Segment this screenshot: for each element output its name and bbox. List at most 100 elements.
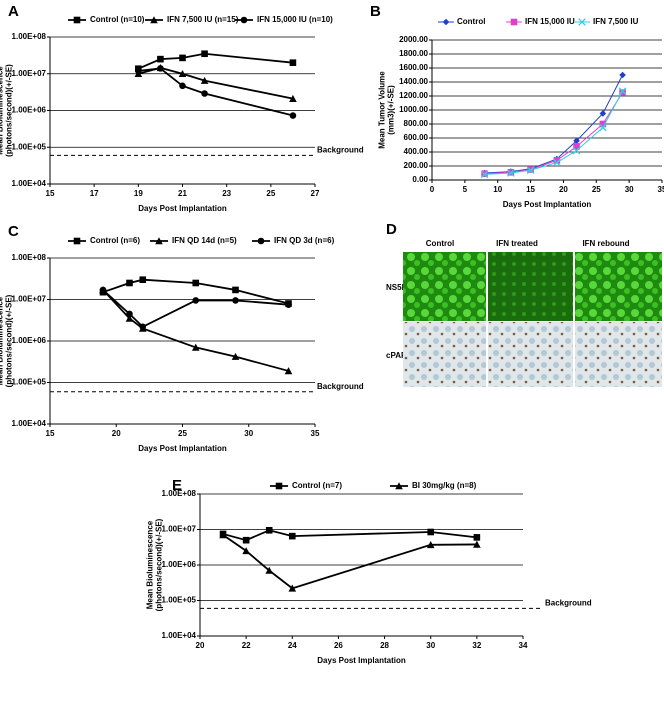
marker [573, 137, 580, 145]
x-tick-label: 35 [311, 429, 320, 438]
y-tick-label: 1.00E+05 [12, 378, 47, 387]
marker [135, 67, 142, 75]
x-tick-label: 15 [526, 185, 535, 194]
y-axis-label: (photons/second)(+/-SE) [5, 294, 14, 387]
image-panel: D Control IFN treated IFN rebound NS5B c… [386, 221, 662, 387]
series-line [102, 278, 289, 305]
x-tick-label: 30 [625, 185, 634, 194]
y-tick-label: 800.00 [404, 119, 429, 128]
marker [201, 90, 208, 97]
marker [427, 528, 435, 536]
x-tick-label: 32 [472, 641, 481, 650]
y-tick-label: 1.00E+05 [12, 142, 47, 151]
x-tick-label: 25 [266, 189, 275, 198]
marker [599, 123, 607, 132]
x-tick-label: 0 [430, 185, 435, 194]
background-label: Background [545, 598, 592, 607]
x-axis-label: Days Post Implantation [138, 204, 227, 213]
x-tick-label: 25 [178, 429, 187, 438]
y-tick-label: 1000.00 [399, 105, 428, 114]
legend-label: BI 30mg/kg (n=8) [412, 481, 477, 490]
marker [426, 541, 435, 549]
y-axis-label: Mean Tumor Volume [378, 71, 387, 149]
marker [242, 536, 250, 544]
x-tick-label: 27 [311, 189, 320, 198]
marker [192, 279, 200, 287]
marker [573, 143, 580, 150]
legend-label: IFN 7,500 IU [593, 17, 639, 26]
marker [219, 531, 227, 539]
marker [289, 59, 297, 66]
marker [157, 65, 164, 72]
y-tick-label: 1800.00 [399, 49, 428, 58]
marker [284, 367, 293, 375]
x-tick-label: 20 [112, 429, 121, 438]
legend-label: Control (n=10) [90, 15, 145, 24]
x-tick-label: 20 [196, 641, 205, 650]
x-tick-label: 19 [134, 189, 143, 198]
x-tick-label: 34 [519, 641, 528, 650]
y-tick-label: 1.00E+05 [162, 596, 197, 605]
y-tick-label: 0.00 [412, 175, 428, 184]
panel-label: D [386, 221, 397, 238]
marker [191, 343, 200, 351]
legend-marker [257, 237, 265, 245]
marker [619, 89, 626, 96]
marker [200, 76, 209, 84]
panel-label: A [8, 3, 19, 20]
column-label: IFN rebound [582, 239, 629, 248]
y-tick-label: 1.00E+07 [12, 295, 47, 304]
marker [265, 526, 273, 534]
legend-marker [510, 18, 518, 26]
marker [126, 279, 133, 287]
y-tick-label: 1.00E+07 [162, 525, 197, 534]
marker [139, 323, 147, 331]
y-tick-label: 1.00E+07 [12, 69, 47, 78]
background-label: Background [317, 146, 364, 155]
series-line [138, 66, 294, 100]
marker [232, 286, 239, 294]
micrograph [403, 252, 486, 321]
marker [618, 87, 627, 95]
micrograph [403, 322, 486, 387]
marker [265, 566, 274, 574]
y-axis-label: Mean Bioluminescence [0, 66, 5, 155]
micrograph [488, 322, 573, 387]
x-axis-label: Days Post Implantation [503, 200, 592, 209]
marker [288, 532, 296, 540]
x-tick-label: 20 [559, 185, 568, 194]
marker [507, 169, 515, 177]
x-tick-label: 24 [288, 641, 297, 650]
y-tick-label: 1.00E+06 [12, 106, 47, 115]
row-label: NS5B [386, 283, 408, 292]
x-axis-label: Days Post Implantation [317, 656, 406, 665]
legend-marker [275, 482, 283, 490]
series-line [222, 529, 477, 542]
marker [231, 352, 240, 360]
micrograph [575, 252, 662, 321]
y-tick-label: 1200.00 [399, 91, 428, 100]
legend-label: IFN 15,000 IU (n=10) [257, 15, 333, 24]
panel-label: E [172, 477, 182, 494]
y-tick-label: 1.00E+04 [12, 179, 47, 188]
y-tick-label: 200.00 [404, 161, 429, 170]
x-tick-label: 26 [334, 641, 343, 650]
series-line [138, 67, 294, 117]
marker [201, 50, 208, 58]
y-tick-label: 1.00E+08 [12, 32, 47, 41]
legend-label: Control [457, 17, 485, 26]
marker [139, 276, 147, 283]
marker [179, 82, 186, 90]
legend-marker [395, 482, 403, 490]
marker [157, 55, 164, 63]
marker [572, 146, 581, 155]
series-line [102, 289, 289, 328]
marker [126, 310, 133, 318]
series-line [222, 534, 477, 590]
x-tick-label: 17 [90, 189, 99, 198]
x-tick-label: 23 [222, 189, 231, 198]
y-tick-label: 1.00E+06 [162, 560, 197, 569]
legend-label: IFN QD 3d (n=6) [274, 236, 335, 245]
x-tick-label: 30 [426, 641, 435, 650]
